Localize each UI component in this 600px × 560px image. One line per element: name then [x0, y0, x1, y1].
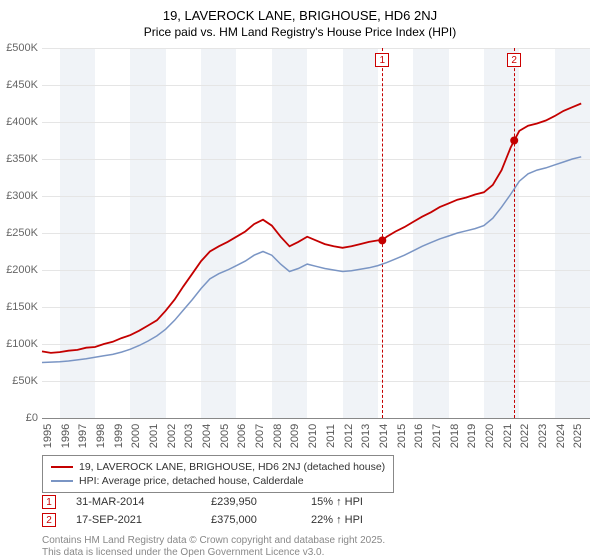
x-tick-label: 2009 [289, 424, 301, 448]
series-price_paid [42, 104, 581, 353]
x-tick-label: 2000 [130, 424, 142, 448]
y-tick-label: £350K [6, 153, 38, 165]
chart-title: 19, LAVEROCK LANE, BRIGHOUSE, HD6 2NJ [0, 8, 600, 23]
footer-attribution: Contains HM Land Registry data © Crown c… [42, 535, 385, 559]
y-tick-label: £250K [6, 227, 38, 239]
x-tick-label: 2021 [502, 424, 514, 448]
x-tick-label: 2023 [537, 424, 549, 448]
series-hpi [42, 157, 581, 363]
x-tick-label: 2016 [413, 424, 425, 448]
x-tick-label: 1998 [95, 424, 107, 448]
x-tick-label: 2024 [555, 424, 567, 448]
transaction-index-box: 1 [42, 495, 56, 509]
y-tick-label: £50K [12, 375, 38, 387]
footer-line: This data is licensed under the Open Gov… [42, 547, 385, 559]
marker-dot [378, 236, 386, 244]
transaction-date: 17-SEP-2021 [76, 514, 211, 526]
x-tick-label: 2010 [307, 424, 319, 448]
x-tick-label: 2020 [484, 424, 496, 448]
legend: 19, LAVEROCK LANE, BRIGHOUSE, HD6 2NJ (d… [42, 455, 394, 493]
y-axis: £0£50K£100K£150K£200K£250K£300K£350K£400… [0, 48, 42, 418]
x-tick-label: 1996 [60, 424, 72, 448]
transaction-price: £239,950 [211, 496, 311, 508]
legend-label: HPI: Average price, detached house, Cald… [79, 475, 304, 487]
x-tick-label: 2006 [236, 424, 248, 448]
x-tick-label: 2001 [148, 424, 160, 448]
x-tick-label: 2005 [219, 424, 231, 448]
transaction-delta: 22% ↑ HPI [311, 514, 411, 526]
transaction-delta: 15% ↑ HPI [311, 496, 411, 508]
x-tick-label: 2011 [325, 424, 337, 448]
y-tick-label: £450K [6, 79, 38, 91]
legend-item: HPI: Average price, detached house, Cald… [51, 474, 385, 488]
x-tick-label: 2008 [272, 424, 284, 448]
transaction-row: 1 31-MAR-2014£239,95015% ↑ HPI [42, 495, 411, 509]
y-tick-label: £200K [6, 264, 38, 276]
legend-swatch [51, 480, 73, 482]
x-axis: 1995 1996 1997 1998 1999 2000 2001 2002 2003 2004… [42, 418, 590, 452]
transaction-row: 2 17-SEP-2021£375,00022% ↑ HPI [42, 513, 411, 527]
transaction-price: £375,000 [211, 514, 311, 526]
footer-line: Contains HM Land Registry data © Crown c… [42, 535, 385, 547]
chart-plot-area: 12 £0£50K£100K£150K£200K£250K£300K£350K£… [42, 48, 590, 418]
x-tick-label: 2013 [360, 424, 372, 448]
transaction-date: 31-MAR-2014 [76, 496, 211, 508]
y-tick-label: £500K [6, 42, 38, 54]
x-tick-label: 1999 [113, 424, 125, 448]
x-tick-label: 2025 [572, 424, 584, 448]
x-tick-label: 2019 [466, 424, 478, 448]
x-tick-label: 2004 [201, 424, 213, 448]
x-tick-label: 2002 [166, 424, 178, 448]
y-tick-label: £400K [6, 116, 38, 128]
x-tick-label: 2014 [378, 424, 390, 448]
x-tick-label: 2018 [449, 424, 461, 448]
y-tick-label: £0 [26, 412, 38, 424]
x-tick-label: 1995 [42, 424, 54, 448]
x-tick-label: 2003 [183, 424, 195, 448]
y-tick-label: £100K [6, 338, 38, 350]
legend-swatch [51, 466, 73, 468]
chart-subtitle: Price paid vs. HM Land Registry's House … [0, 25, 600, 39]
chart-lines [42, 48, 590, 418]
x-tick-label: 2017 [431, 424, 443, 448]
transaction-index-box: 2 [42, 513, 56, 527]
transactions-table: 1 31-MAR-2014£239,95015% ↑ HPI 2 17-SEP-202… [42, 495, 411, 531]
x-tick-label: 2012 [343, 424, 355, 448]
marker-dot [510, 137, 518, 145]
x-tick-label: 1997 [77, 424, 89, 448]
y-tick-label: £300K [6, 190, 38, 202]
y-tick-label: £150K [6, 301, 38, 313]
x-tick-label: 2007 [254, 424, 266, 448]
x-tick-label: 2022 [519, 424, 531, 448]
legend-label: 19, LAVEROCK LANE, BRIGHOUSE, HD6 2NJ (d… [79, 461, 385, 473]
x-tick-label: 2015 [396, 424, 408, 448]
legend-item: 19, LAVEROCK LANE, BRIGHOUSE, HD6 2NJ (d… [51, 460, 385, 474]
